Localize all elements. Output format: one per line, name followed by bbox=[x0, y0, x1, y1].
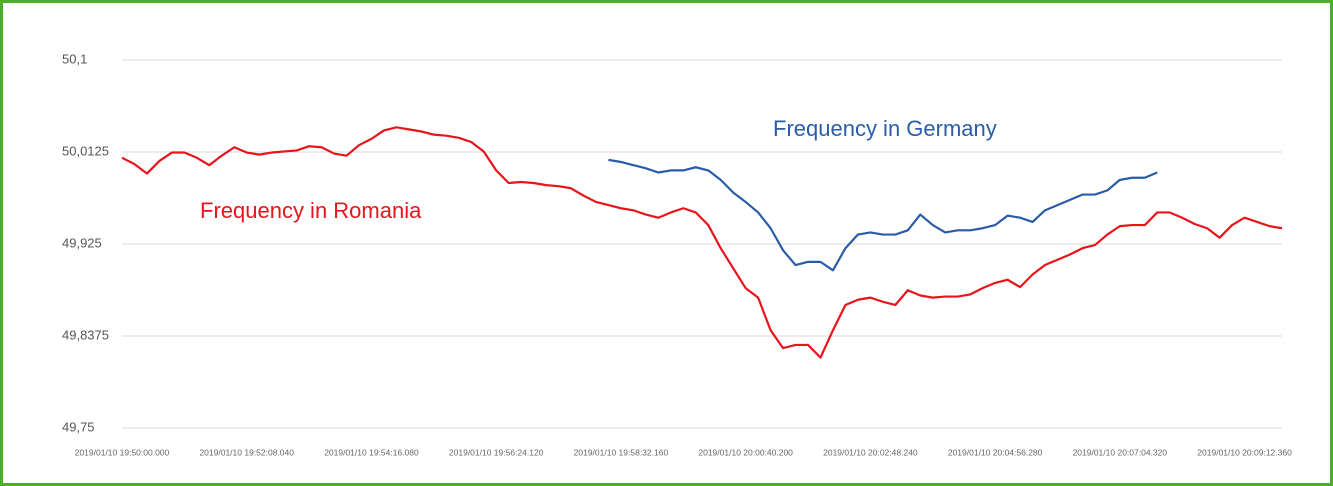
y-tick-label: 49,8375 bbox=[62, 327, 109, 342]
y-tick-label: 49,75 bbox=[62, 419, 95, 434]
series-annotation: Frequency in Germany bbox=[773, 116, 997, 141]
y-tick-label: 49,925 bbox=[62, 235, 102, 250]
x-tick-label: 2019/01/10 19:56:24.120 bbox=[449, 447, 544, 457]
line-series bbox=[608, 158, 1158, 272]
y-tick-label: 50,0125 bbox=[62, 143, 109, 158]
x-tick-label: 2019/01/10 20:04:56.280 bbox=[948, 447, 1043, 457]
x-tick-label: 2019/01/10 19:52:08.040 bbox=[199, 447, 294, 457]
x-tick-label: 2019/01/10 19:54:16.080 bbox=[324, 447, 419, 457]
x-tick-label: 2019/01/10 20:00:40.200 bbox=[698, 447, 793, 457]
x-tick-label: 2019/01/10 20:02:48.240 bbox=[823, 447, 918, 457]
x-tick-label: 2019/01/10 20:07:04.320 bbox=[1073, 447, 1168, 457]
line-series bbox=[121, 126, 1283, 359]
x-tick-label: 2019/01/10 19:50:00.000 bbox=[75, 447, 170, 457]
x-tick-label: 2019/01/10 20:09:12.360 bbox=[1197, 447, 1292, 457]
y-tick-label: 50,1 bbox=[62, 51, 87, 66]
series-annotation: Frequency in Romania bbox=[200, 198, 422, 223]
x-tick-label: 2019/01/10 19:58:32.160 bbox=[574, 447, 669, 457]
